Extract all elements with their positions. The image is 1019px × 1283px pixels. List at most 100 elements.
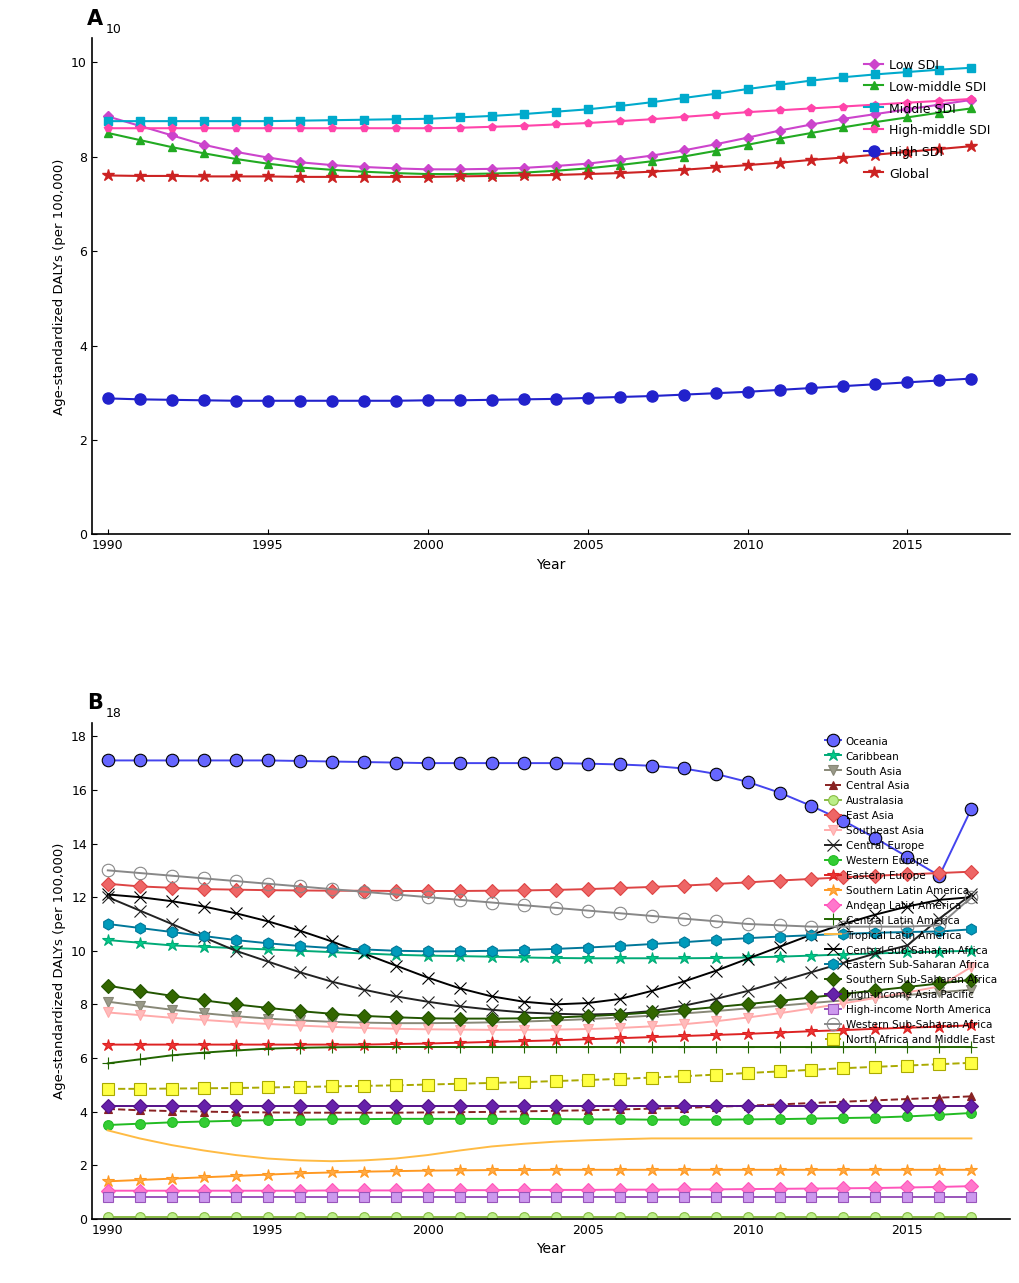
East Asia	[645, 879, 657, 894]
Low-middle SDI	[133, 132, 146, 148]
Tropical Latin America	[198, 1143, 210, 1159]
Line: Eastern Europe: Eastern Europe	[102, 1019, 976, 1051]
North Africa and Middle East	[102, 1082, 114, 1097]
High-middle SDI	[868, 98, 880, 113]
Central Europe	[708, 992, 720, 1007]
Eastern Europe	[612, 1030, 625, 1046]
Australasia	[549, 1209, 561, 1224]
Global	[389, 169, 401, 185]
High-income Asia Pacific	[102, 1098, 114, 1114]
Australasia	[517, 1209, 529, 1224]
Low SDI	[453, 162, 466, 177]
High-middle SDI	[198, 121, 210, 136]
Central Latin America	[677, 1039, 689, 1055]
Andean Latin America	[358, 1183, 370, 1198]
South Asia	[421, 1015, 433, 1030]
Caribbean	[421, 948, 433, 964]
Line: Southern Latin America: Southern Latin America	[102, 1164, 976, 1188]
Central Latin America	[389, 1039, 401, 1055]
North Africa and Middle East	[261, 1080, 273, 1096]
Southern Sub-Saharan Africa	[645, 1005, 657, 1020]
Low-middle SDI	[645, 154, 657, 169]
Low-middle SDI	[485, 166, 497, 181]
Central Europe	[261, 953, 273, 969]
Tropical Latin America	[229, 1147, 242, 1162]
Eastern Sub-Saharan Africa	[772, 929, 785, 944]
East Asia	[198, 881, 210, 897]
Western Sub-Saharan Africa	[581, 903, 593, 919]
Middle SDI	[293, 113, 306, 128]
Western Europe	[549, 1111, 561, 1126]
High-income Asia Pacific	[325, 1098, 337, 1114]
Middle SDI	[198, 113, 210, 128]
Eastern Sub-Saharan Africa	[741, 930, 753, 946]
Middle SDI	[645, 95, 657, 110]
Eastern Europe	[708, 1028, 720, 1043]
High-middle SDI	[805, 100, 817, 115]
Andean Latin America	[772, 1182, 785, 1197]
Caribbean	[517, 949, 529, 965]
Oceania	[517, 756, 529, 771]
Australasia	[741, 1209, 753, 1224]
Tropical Latin America	[741, 1130, 753, 1146]
Western Sub-Saharan Africa	[485, 894, 497, 910]
Global	[229, 168, 242, 183]
High-income Asia Pacific	[741, 1098, 753, 1114]
High SDI	[358, 393, 370, 408]
High SDI	[901, 375, 913, 390]
Low-middle SDI	[868, 114, 880, 130]
Eastern Sub-Saharan Africa	[901, 924, 913, 939]
Andean Latin America	[868, 1180, 880, 1196]
Southeast Asia	[932, 979, 945, 994]
Central Asia	[389, 1105, 401, 1120]
Oceania	[708, 766, 720, 781]
Central Latin America	[133, 1052, 146, 1067]
Eastern Sub-Saharan Africa	[964, 921, 976, 937]
High-middle SDI	[389, 121, 401, 136]
Western Sub-Saharan Africa	[549, 901, 561, 916]
Central Europe	[133, 903, 146, 919]
High-income Asia Pacific	[453, 1098, 466, 1114]
Central Europe	[805, 965, 817, 980]
Southern Sub-Saharan Africa	[901, 979, 913, 994]
Low SDI	[708, 136, 720, 151]
East Asia	[677, 878, 689, 893]
High-income North America	[229, 1189, 242, 1205]
Middle SDI	[677, 90, 689, 105]
Line: Central Sub-Saharan Africa: Central Sub-Saharan Africa	[102, 889, 976, 1010]
Andean Latin America	[485, 1183, 497, 1198]
Low SDI	[165, 127, 177, 142]
Western Europe	[517, 1111, 529, 1126]
Low-middle SDI	[165, 140, 177, 155]
Australasia	[837, 1209, 849, 1224]
Oceania	[389, 754, 401, 770]
Southern Sub-Saharan Africa	[485, 1011, 497, 1026]
South Asia	[229, 1008, 242, 1024]
High-income North America	[485, 1189, 497, 1205]
East Asia	[517, 883, 529, 898]
Central Asia	[198, 1103, 210, 1119]
Western Europe	[261, 1112, 273, 1128]
High SDI	[772, 382, 785, 398]
Oceania	[165, 753, 177, 769]
Tropical Latin America	[645, 1130, 657, 1146]
Global	[485, 168, 497, 183]
Southern Sub-Saharan Africa	[229, 997, 242, 1012]
Southern Sub-Saharan Africa	[102, 978, 114, 993]
Central Latin America	[964, 1039, 976, 1055]
Central Europe	[421, 994, 433, 1010]
Southeast Asia	[612, 1020, 625, 1035]
Western Europe	[612, 1111, 625, 1126]
High SDI	[421, 393, 433, 408]
East Asia	[453, 883, 466, 898]
Western Sub-Saharan Africa	[645, 908, 657, 924]
Low-middle SDI	[293, 160, 306, 176]
Southeast Asia	[229, 1015, 242, 1030]
Line: Eastern Sub-Saharan Africa: Eastern Sub-Saharan Africa	[102, 919, 976, 957]
High SDI	[708, 385, 720, 400]
Global	[198, 168, 210, 183]
Middle SDI	[932, 62, 945, 77]
High-middle SDI	[964, 91, 976, 106]
Southern Sub-Saharan Africa	[517, 1011, 529, 1026]
High-middle SDI	[837, 99, 849, 114]
